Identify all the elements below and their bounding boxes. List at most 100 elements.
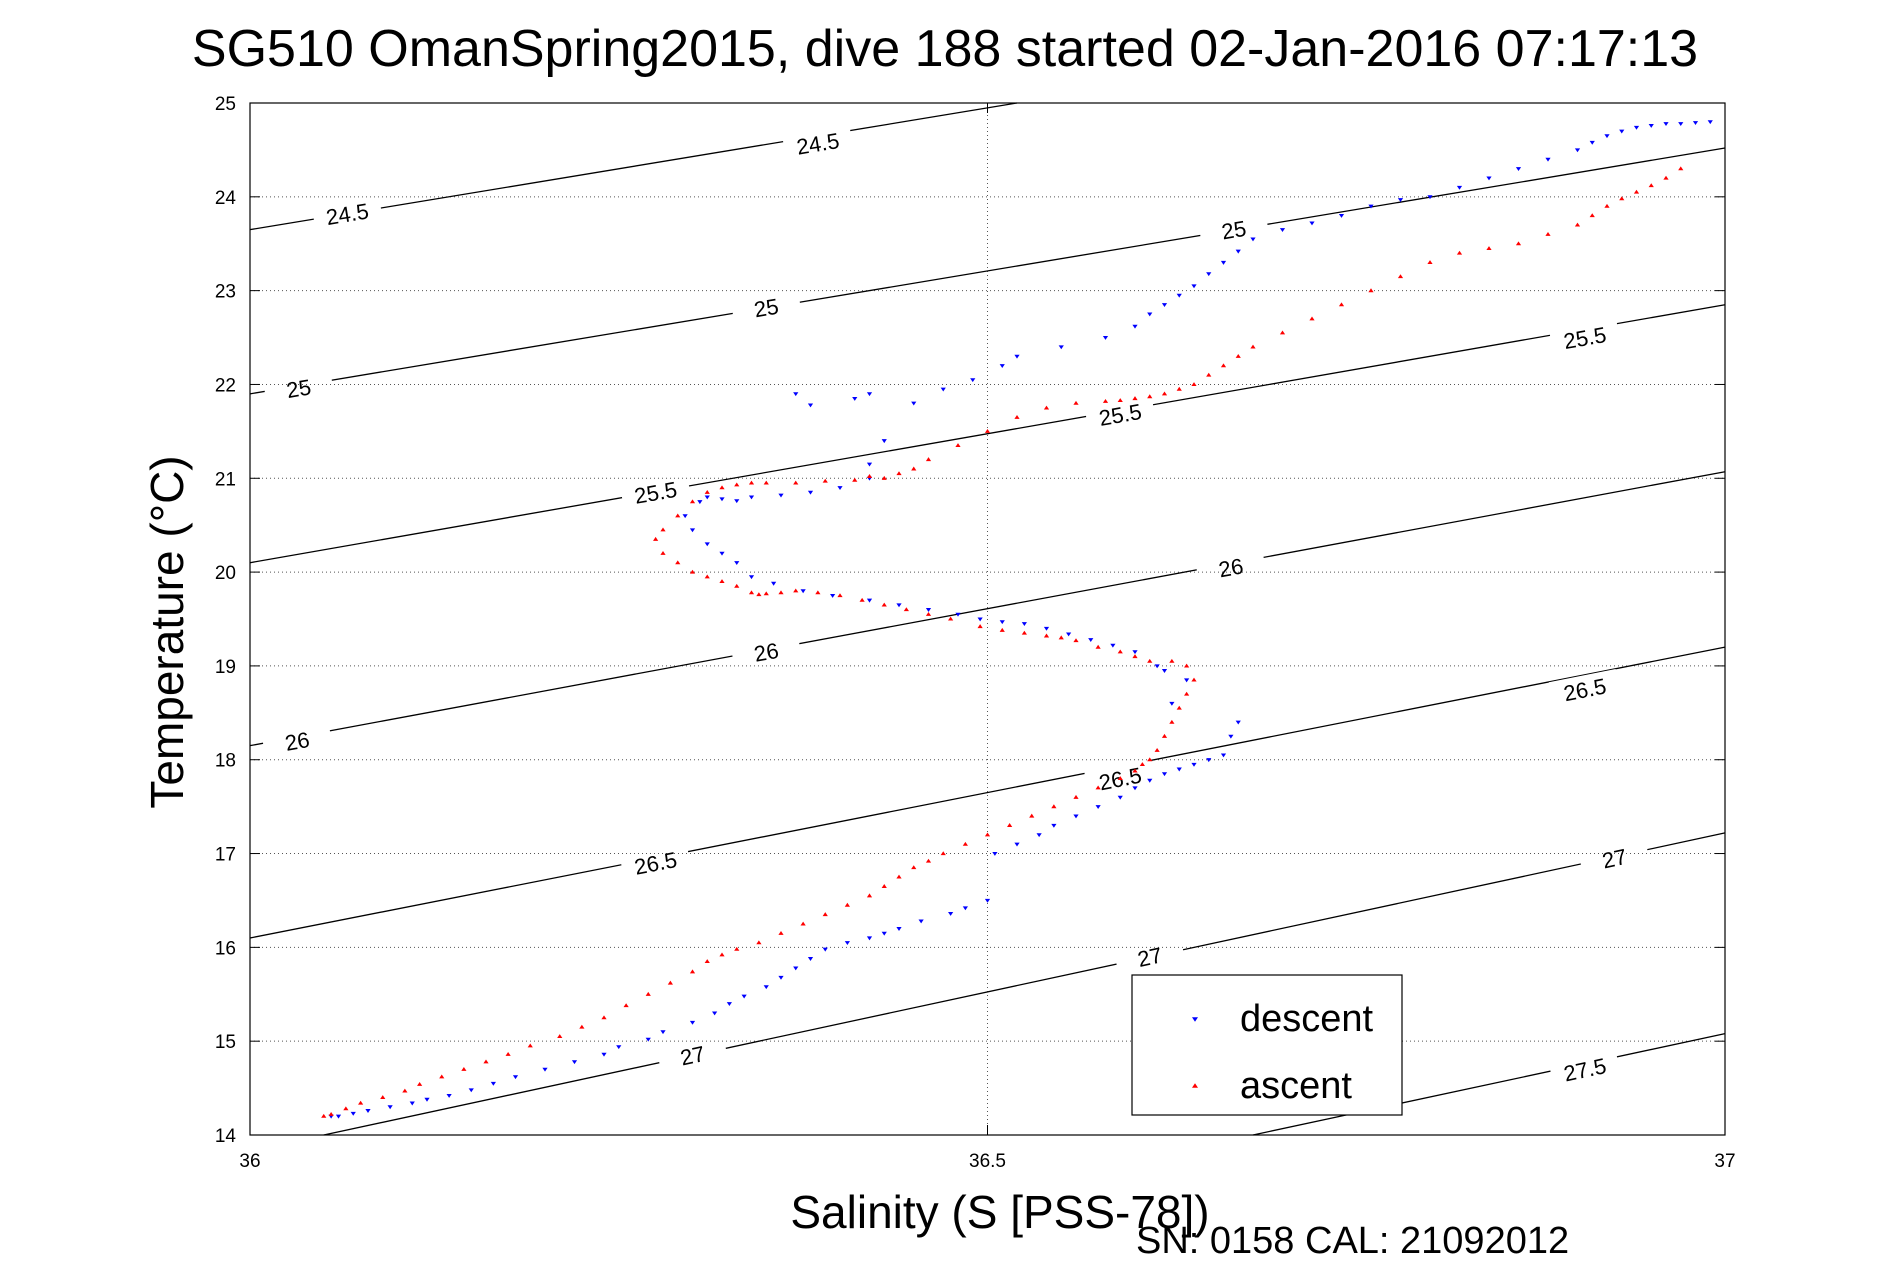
contour-line bbox=[249, 646, 1726, 939]
ascent-point bbox=[358, 1100, 364, 1105]
descent-point bbox=[911, 401, 917, 406]
ascent-point bbox=[1279, 330, 1286, 335]
ascent-point bbox=[881, 602, 887, 607]
ascent-point bbox=[527, 1043, 533, 1048]
descent-point bbox=[1161, 303, 1168, 308]
ascent-point bbox=[1515, 241, 1522, 246]
contour-label: 25.5 bbox=[1562, 322, 1608, 354]
descent-point bbox=[1648, 123, 1654, 128]
ascent-point bbox=[1147, 394, 1153, 399]
ascent-point bbox=[1029, 813, 1035, 818]
descent-point bbox=[689, 1020, 696, 1025]
ascent-point bbox=[505, 1051, 511, 1056]
chart-title: SG510 OmanSpring2015, dive 188 started 0… bbox=[192, 20, 1698, 78]
descent-point bbox=[918, 919, 924, 924]
descent-point bbox=[896, 927, 902, 931]
ascent-point bbox=[1169, 719, 1175, 724]
descent-point bbox=[1014, 354, 1020, 359]
ascent-point bbox=[1456, 250, 1463, 255]
descent-point bbox=[409, 1101, 415, 1106]
ascent-point bbox=[1147, 757, 1153, 762]
descent-point bbox=[542, 1067, 548, 1072]
ascent-point bbox=[756, 592, 762, 597]
descent-point bbox=[852, 396, 858, 401]
ascent-point bbox=[837, 593, 843, 598]
ascent-point bbox=[734, 946, 740, 951]
ascent-point bbox=[1648, 183, 1654, 188]
ascent-point bbox=[1176, 705, 1182, 710]
descent-point bbox=[1147, 778, 1153, 783]
ascent-point bbox=[417, 1081, 423, 1086]
ascent-point bbox=[984, 429, 991, 433]
descent-point bbox=[992, 851, 998, 856]
ascent-point bbox=[675, 560, 681, 565]
descent-point bbox=[660, 1030, 666, 1035]
y-tick-label: 19 bbox=[215, 657, 236, 678]
legend-label-ascent: ascent bbox=[1240, 1065, 1352, 1107]
descent-point bbox=[734, 561, 740, 566]
ascent-point bbox=[1633, 189, 1640, 194]
descent-point bbox=[881, 439, 887, 444]
ascent-point bbox=[896, 471, 902, 476]
ascent-point bbox=[704, 490, 710, 494]
ascent-point bbox=[1619, 196, 1625, 201]
ascent-point bbox=[1117, 649, 1123, 654]
ascent-point bbox=[748, 480, 755, 485]
descent-point bbox=[1073, 814, 1079, 819]
descent-point bbox=[771, 581, 777, 586]
y-tick-label: 15 bbox=[215, 1032, 236, 1053]
descent-point bbox=[712, 1011, 718, 1016]
descent-point bbox=[866, 462, 873, 467]
ascent-point bbox=[660, 550, 666, 555]
ascent-point bbox=[1161, 733, 1168, 738]
descent-point bbox=[970, 378, 976, 383]
contour-label: 27 bbox=[1135, 942, 1164, 972]
ascent-point bbox=[1604, 203, 1610, 208]
ascent-point bbox=[623, 1003, 629, 1008]
contour-line bbox=[323, 832, 1726, 1136]
descent-point bbox=[1132, 650, 1138, 655]
descent-point bbox=[1515, 167, 1522, 172]
descent-point bbox=[1043, 626, 1050, 631]
descent-point bbox=[793, 392, 799, 397]
ascent-point bbox=[1132, 654, 1138, 659]
ascent-point bbox=[1014, 414, 1020, 419]
ascent-point bbox=[1338, 302, 1345, 307]
ascent-point bbox=[439, 1074, 445, 1079]
ascent-point bbox=[1095, 785, 1101, 790]
descent-point bbox=[1206, 758, 1212, 763]
ascent-point bbox=[719, 579, 725, 584]
descent-point bbox=[1184, 678, 1190, 683]
contour-label: 25 bbox=[1220, 216, 1248, 245]
descent-point bbox=[1220, 260, 1227, 265]
descent-point bbox=[1176, 767, 1182, 772]
ascent-point bbox=[822, 478, 828, 483]
contour-label: 25 bbox=[752, 294, 780, 323]
ascent-point bbox=[1132, 768, 1138, 773]
descent-point bbox=[616, 1045, 622, 1050]
descent-point bbox=[1132, 324, 1138, 329]
ascent-point bbox=[1043, 633, 1050, 638]
descent-point bbox=[689, 528, 696, 533]
ascent-point bbox=[667, 980, 673, 985]
ascent-point bbox=[778, 590, 784, 595]
descent-point bbox=[365, 1109, 371, 1113]
contour-label: 27 bbox=[678, 1041, 707, 1071]
descent-point bbox=[830, 593, 836, 598]
descent-point bbox=[763, 985, 769, 990]
ascent-point bbox=[1250, 344, 1256, 349]
ascent-point bbox=[1021, 630, 1027, 635]
descent-point bbox=[741, 994, 747, 999]
legend-label-descent: descent bbox=[1240, 998, 1374, 1040]
descent-point bbox=[1663, 122, 1669, 126]
ascent-point bbox=[756, 940, 762, 945]
ascent-point bbox=[1051, 804, 1057, 809]
ascent-point bbox=[1220, 363, 1227, 368]
descent-point bbox=[1051, 823, 1057, 828]
ascent-point bbox=[660, 527, 666, 532]
y-tick-label: 22 bbox=[215, 375, 236, 396]
descent-point bbox=[1220, 753, 1227, 758]
ascent-point bbox=[1147, 658, 1153, 663]
ascent-point bbox=[675, 513, 681, 518]
descent-point bbox=[1147, 312, 1153, 317]
